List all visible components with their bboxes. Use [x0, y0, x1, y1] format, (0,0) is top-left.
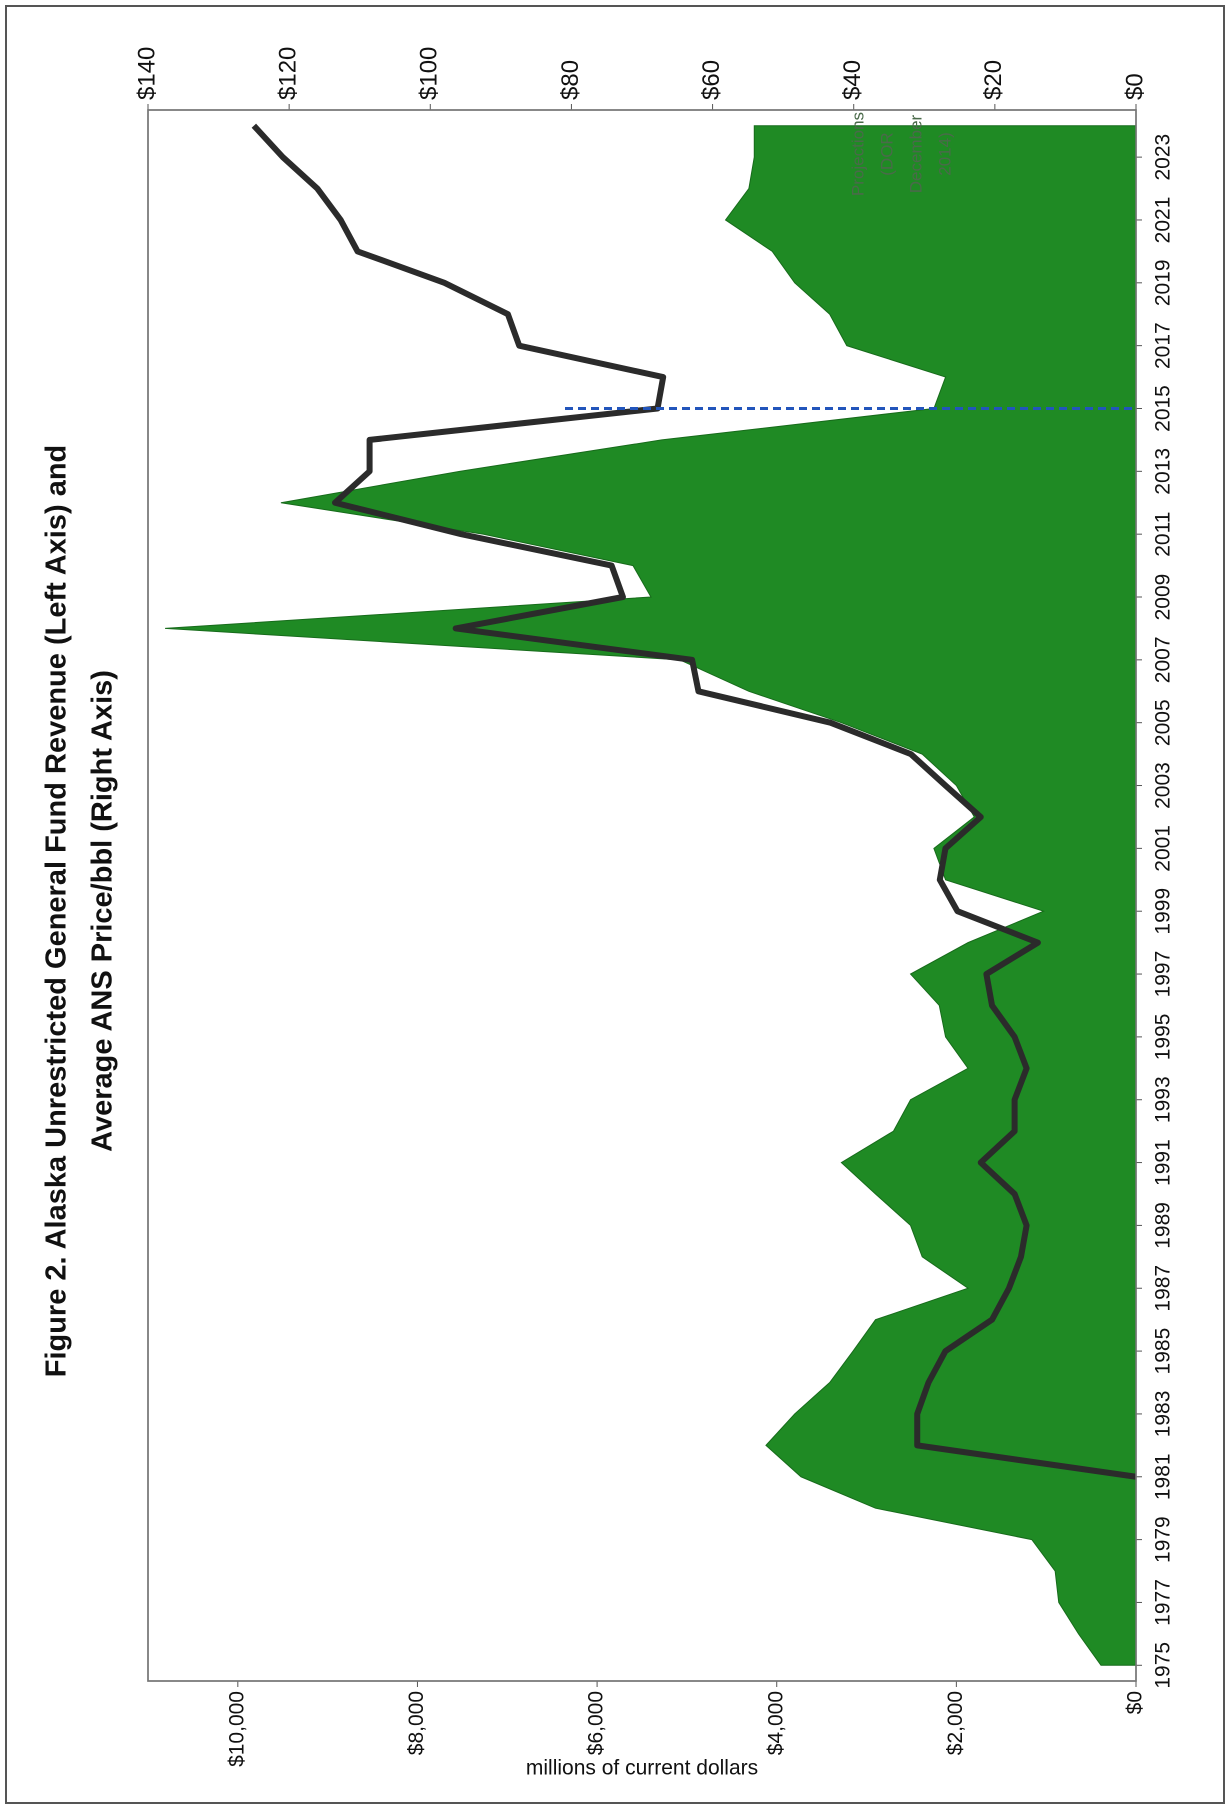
x-tick-label: 1991 — [1152, 1139, 1175, 1186]
x-tick-label: 1993 — [1152, 1076, 1175, 1123]
x-tick-label: 1981 — [1152, 1453, 1175, 1500]
x-tick-label: 2019 — [1152, 259, 1175, 306]
y2-tick-label: $80 — [557, 60, 584, 100]
plot-frame — [147, 109, 1137, 1682]
y-tick-label: $4,000 — [764, 1691, 787, 1755]
y-tick-label: $6,000 — [585, 1691, 608, 1755]
x-tick-label: 2007 — [1152, 636, 1175, 683]
x-tick-label: 1987 — [1152, 1265, 1175, 1312]
x-tick-label: 1989 — [1152, 1202, 1175, 1249]
x-tick-label: 2001 — [1152, 825, 1175, 872]
x-tick-label: 1977 — [1152, 1579, 1175, 1626]
annotation: 2014) — [935, 132, 954, 175]
annotation: Projections — [848, 112, 867, 196]
annotation: (DOR — [877, 132, 896, 175]
x-tick-label: 2011 — [1152, 512, 1175, 557]
x-tick-label: 2021 — [1152, 197, 1175, 244]
revenue-area — [165, 125, 1137, 1666]
price-line — [251, 123, 1137, 1480]
x-tick-label: 1999 — [1152, 888, 1175, 935]
x-tick-label: 1979 — [1152, 1516, 1175, 1563]
y-tick-label: $0 — [1124, 1691, 1147, 1714]
x-tick-label: 1975 — [1152, 1642, 1175, 1689]
y-tick-label: $2,000 — [944, 1691, 967, 1755]
y2-tick-label: $120 — [274, 47, 301, 100]
x-tick-label: 1985 — [1152, 1328, 1175, 1375]
y-tick-label: $8,000 — [405, 1691, 428, 1755]
chart-title: Average ANS Price/bbl (Right Axis) — [87, 670, 119, 1152]
y-tick-label: $10,000 — [225, 1691, 248, 1767]
y2-tick-label: $140 — [133, 47, 160, 100]
chart: Figure 2. Alaska Unrestricted General Fu… — [41, 47, 1175, 1780]
y2-tick-label: $40 — [839, 60, 866, 100]
y2-tick-label: $0 — [1121, 73, 1148, 100]
x-tick-label: 2015 — [1152, 385, 1175, 432]
chart-title: Figure 2. Alaska Unrestricted General Fu… — [41, 445, 73, 1378]
y2-tick-label: $60 — [698, 60, 725, 100]
x-tick-label: 1983 — [1152, 1391, 1175, 1438]
annotation: December — [906, 114, 925, 193]
x-tick-label: 2009 — [1152, 574, 1175, 621]
x-tick-label: 2003 — [1152, 762, 1175, 809]
x-tick-label: 2017 — [1152, 322, 1175, 369]
x-tick-label: 1997 — [1152, 951, 1175, 998]
x-tick-label: 2005 — [1152, 699, 1175, 746]
y2-tick-label: $20 — [980, 60, 1007, 100]
y2-tick-label: $100 — [416, 47, 443, 100]
y-axis-label: millions of current dollars — [526, 1757, 758, 1780]
x-tick-label: 2013 — [1152, 448, 1175, 495]
x-tick-label: 2023 — [1152, 134, 1175, 181]
page-border — [5, 5, 1225, 1804]
x-tick-label: 1995 — [1152, 1014, 1175, 1061]
